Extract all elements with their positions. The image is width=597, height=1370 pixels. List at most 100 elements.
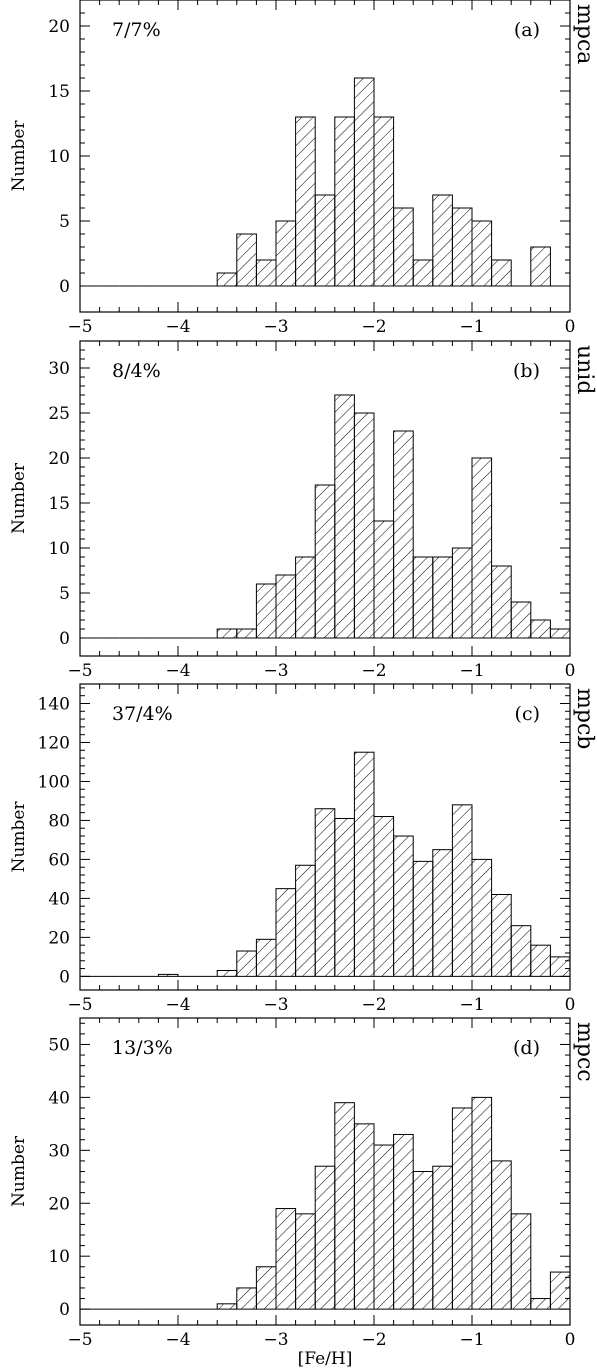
x-tick-label: −1: [459, 317, 484, 337]
histogram-bar: [491, 259, 512, 287]
x-tick-label: −4: [165, 317, 190, 337]
histogram-bar: [412, 860, 434, 977]
histogram-bar: [471, 1096, 493, 1310]
histogram-bar: [491, 893, 512, 977]
histogram-bar: [314, 484, 336, 639]
histogram-bar: [373, 1144, 395, 1310]
histogram-bar: [275, 888, 297, 977]
histogram-bar: [451, 804, 473, 977]
y-tick-label: 20: [48, 17, 70, 37]
histogram-bar: [373, 816, 395, 977]
x-tick-label: −5: [67, 1330, 92, 1350]
x-tick-label: −5: [67, 317, 92, 337]
histogram-bar: [432, 1165, 453, 1310]
histogram-bar: [255, 259, 277, 287]
histogram-bar: [255, 1266, 277, 1310]
y-tick-label: 10: [48, 147, 70, 167]
histogram-bar: [334, 394, 355, 639]
panel-annotation: 37/4%: [112, 703, 173, 725]
y-axis-label: Number: [9, 120, 29, 192]
x-tick-label: 0: [565, 317, 576, 337]
histogram-bar: [353, 412, 375, 639]
histogram-bar: [393, 1133, 414, 1310]
y-tick-label: 80: [48, 811, 70, 831]
histogram-bar: [530, 246, 551, 287]
y-tick-label: 10: [48, 539, 70, 559]
histogram-bar: [412, 259, 434, 287]
y-tick-label: 140: [38, 694, 70, 714]
y-tick-label: 0: [59, 1300, 70, 1320]
y-tick-label: 40: [48, 1088, 70, 1108]
histogram-bar: [334, 817, 355, 977]
x-tick-label: −4: [165, 995, 190, 1015]
panel-side-label: mpcb: [572, 688, 597, 749]
y-tick-label: 25: [48, 404, 70, 424]
x-tick-label: 0: [565, 1330, 576, 1350]
y-tick-label: 30: [48, 1141, 70, 1161]
histogram-bar: [295, 864, 316, 977]
panel-letter: (a): [514, 19, 540, 41]
histogram-bar: [236, 628, 257, 639]
y-tick-label: 100: [38, 772, 70, 792]
histogram-bar: [255, 583, 277, 639]
x-tick-label: −1: [459, 661, 484, 681]
histogram-bar: [295, 116, 316, 287]
histogram-bar: [471, 457, 493, 639]
x-axis-label: [Fe/H]: [298, 1349, 353, 1369]
histogram-bar: [353, 1123, 375, 1310]
histogram-panel-3: −5 −4 −3 −2 −1 0 0 20 40 60 80 100 120 140 Number 37/4%…: [9, 683, 597, 1015]
x-tick-label: −4: [165, 1330, 190, 1350]
x-tick-label: −2: [361, 995, 386, 1015]
x-tick-label: 0: [565, 995, 576, 1015]
x-tick-label: −2: [361, 317, 386, 337]
histogram-bar: [530, 944, 551, 977]
x-tick-label: −5: [67, 661, 92, 681]
plot-frame: [79, 683, 571, 991]
histogram-bar: [353, 77, 375, 287]
histogram-bar: [275, 574, 297, 639]
histogram-bar: [510, 601, 532, 639]
y-tick-label: 10: [48, 1247, 70, 1267]
histogram-bar: [451, 547, 473, 639]
histogram-bar: [491, 1160, 512, 1310]
histogram-bar: [432, 194, 453, 287]
x-tick-label: −1: [459, 995, 484, 1015]
histogram-bar: [393, 835, 414, 977]
histogram-bar: [530, 1298, 551, 1310]
histogram-panel-1: −5 −4 −3 −2 −1 0 0 5 10 15 20 Number 7/7% (a) mpca: [9, 0, 597, 337]
histogram-bar: [510, 925, 532, 977]
histogram-bar: [157, 973, 179, 977]
histogram-bar: [255, 938, 277, 977]
histogram-bar: [216, 628, 238, 639]
y-axis-label: Number: [9, 1135, 29, 1207]
y-tick-label: 20: [48, 928, 70, 948]
histogram-bar: [216, 1303, 238, 1310]
histogram-bar: [510, 1213, 532, 1310]
y-tick-label: 40: [48, 889, 70, 909]
histogram-bar: [549, 628, 571, 639]
panel-letter: (d): [513, 1037, 540, 1059]
histogram-bar: [216, 272, 238, 287]
y-axis-label: Number: [9, 462, 29, 534]
y-tick-label: 5: [59, 212, 70, 232]
histogram-bar: [353, 751, 375, 977]
x-tick-label: −2: [361, 1330, 386, 1350]
histogram-bar: [530, 619, 551, 639]
y-tick-label: 5: [59, 584, 70, 604]
histogram-bar: [373, 520, 395, 639]
panel-letter: (c): [515, 703, 540, 725]
panel-annotation: 7/7%: [112, 19, 161, 41]
y-tick-label: 20: [48, 449, 70, 469]
y-tick-label: 15: [48, 82, 70, 102]
panel-side-label: mpca: [572, 4, 597, 64]
panel-side-label: unid: [572, 345, 597, 394]
panel-annotation: 13/3%: [112, 1037, 173, 1059]
histogram-bar: [334, 1102, 355, 1310]
y-tick-label: 0: [59, 277, 70, 297]
histogram-bar: [275, 1208, 297, 1310]
histogram-bar: [314, 194, 336, 287]
y-tick-label: 30: [48, 359, 70, 379]
histogram-bar: [236, 233, 257, 287]
histogram-bar: [549, 956, 571, 977]
panel-annotation: 8/4%: [112, 360, 161, 382]
